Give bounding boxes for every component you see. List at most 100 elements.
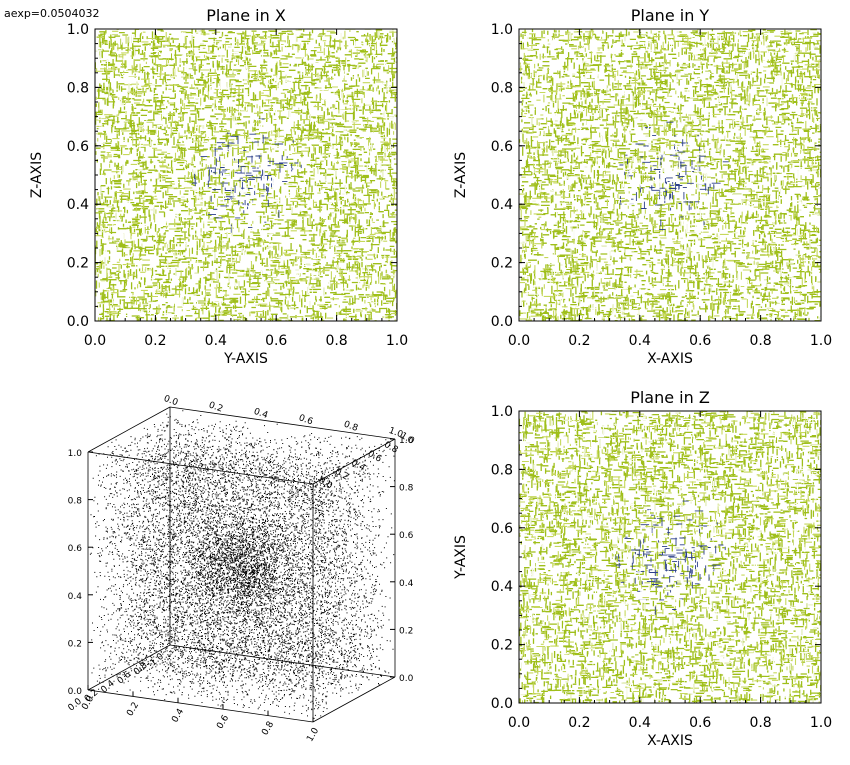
x-tick-label: 0.8 (749, 333, 771, 349)
x-tick-label: 0.4 (205, 333, 227, 349)
plane-in-z-panel: 0.0 0.2 0.4 0.6 0.8 1.0 0.0 0.2 0.4 0.6 0.8 1.0 Plan… (453, 388, 832, 749)
mesh-strokes-secondary (95, 29, 397, 321)
y-tick-label-top: 0.8 (382, 440, 400, 456)
mesh-strokes-secondary (519, 29, 821, 321)
x-axis-label: X-AXIS (647, 733, 693, 749)
x-tick-label: 0.6 (265, 333, 287, 349)
z-tick-label: 0.2 (68, 639, 82, 649)
plane-in-x-panel: 0.0 0.2 0.4 0.6 0.8 1.0 0.0 0.2 0.4 0.6 0.8 1.0 Plan… (29, 6, 408, 367)
cube-edge (169, 644, 396, 678)
x-tick-label-top: 0.4 (252, 407, 269, 421)
y-tick-label-top: 0.0 (317, 476, 335, 492)
y-tick-label: 0.6 (491, 139, 513, 155)
x-tick-label: 0.8 (749, 715, 771, 731)
mesh-gaps (519, 29, 821, 321)
z-tick-label: 0.8 (68, 497, 83, 507)
z-tick-label: 1.0 (68, 449, 83, 459)
aexp-label: aexp=0.0504032 (4, 7, 100, 20)
x-tick-label: 0.2 (125, 701, 141, 718)
mesh-gaps (519, 411, 821, 703)
x-tick-label-top: 0.6 (297, 413, 314, 427)
x-tick-label: 0.2 (568, 715, 590, 731)
y-tick-label: 0.8 (491, 462, 513, 478)
y-tick-label: 1.0 (67, 22, 89, 38)
y-axis-label: Z-AXIS (453, 152, 469, 198)
y-tick-label: 0.8 (491, 80, 513, 96)
z-tick-label: 0.4 (68, 592, 83, 602)
particle-cube-panel: 0.00.00.20.20.40.40.60.60.80.81.01.00.00… (67, 394, 417, 744)
cube-edge (312, 676, 396, 723)
y-tick-label: 0.4 (491, 579, 513, 595)
y-tick-label: 0.2 (491, 638, 513, 654)
x-tick-label-top: 0.8 (342, 420, 359, 434)
x-tick-label: 0.6 (215, 713, 231, 731)
cube-edge (87, 644, 171, 691)
y-tick-label-top: 0.4 (349, 458, 367, 474)
mesh-gaps (95, 29, 397, 321)
x-axis-label: X-AXIS (647, 351, 693, 367)
x-tick-label: 0.2 (144, 333, 166, 349)
y-tick-label: 0.6 (116, 669, 134, 686)
x-tick-label-top: 1.0 (387, 426, 404, 440)
plane-in-y-panel: 0.0 0.2 0.4 0.6 0.8 1.0 0.0 0.2 0.4 0.6 0.8 1.0 Plan… (453, 6, 832, 367)
y-tick-label: 0.2 (491, 256, 513, 272)
y-tick-label: 0.0 (67, 314, 89, 330)
y-tick-label: 1.0 (491, 404, 513, 420)
particle-points (89, 410, 395, 719)
y-tick-label: 0.6 (67, 139, 89, 155)
x-tick-label: 0.8 (260, 720, 276, 738)
y-tick-label-top: 0.2 (333, 467, 350, 483)
y-tick-label: 0.2 (67, 256, 89, 272)
density-mesh (519, 411, 821, 703)
z-tick-label: 0.6 (68, 544, 83, 554)
z-tick-label: 0.0 (68, 687, 83, 697)
y-axis-label: Z-AXIS (29, 152, 45, 198)
y-tick-label-top: 0.6 (366, 449, 384, 465)
cube-edge (87, 406, 171, 453)
chart-title: Plane in X (206, 6, 286, 25)
x-tick-label: 0.6 (689, 715, 711, 731)
cube-edge (312, 438, 396, 485)
x-tick-label: 0.4 (629, 715, 651, 731)
x-tick-label: 0.2 (568, 333, 590, 349)
y-tick-label: 0.8 (132, 660, 150, 677)
y-tick-label: 0.4 (67, 197, 89, 213)
x-tick-label: 0.8 (325, 333, 347, 349)
x-tick-label: 0.4 (170, 707, 186, 725)
x-tick-label: 0.0 (84, 333, 106, 349)
density-mesh (519, 29, 821, 321)
z-tick-label-back: 0.8 (399, 484, 414, 494)
y-tick-label: 1.0 (491, 22, 513, 38)
x-tick-label-top: 0.2 (207, 400, 224, 414)
x-tick-label: 0.0 (508, 333, 530, 349)
y-tick-label: 0.0 (491, 314, 513, 330)
z-tick-label-back: 0.4 (399, 579, 414, 589)
z-tick-label-back: 0.6 (399, 531, 414, 541)
cube-edge (169, 406, 396, 440)
chart-title: Plane in Z (630, 388, 710, 407)
z-tick-label-back: 0.0 (399, 674, 414, 684)
x-tick-label: 1.0 (386, 333, 408, 349)
chart-title: Plane in Y (631, 6, 710, 25)
x-tick-label: 1.0 (810, 333, 832, 349)
x-tick-label: 1.0 (305, 726, 321, 744)
z-tick-label-back: 0.2 (399, 626, 413, 636)
y-tick-label: 0.4 (491, 197, 513, 213)
mesh-strokes-primary (519, 29, 821, 321)
y-tick-label: 0.8 (67, 80, 89, 96)
y-tick-label: 0.0 (491, 696, 513, 712)
x-tick-label: 0.6 (689, 333, 711, 349)
cube-edge (87, 451, 314, 485)
y-tick-label: 0.6 (491, 521, 513, 537)
x-tick-label: 1.0 (810, 715, 832, 731)
x-tick-label: 0.0 (508, 715, 530, 731)
y-tick-label: 1.0 (149, 651, 167, 668)
z-tick-label-back: 1.0 (399, 436, 414, 446)
y-tick-label: 0.0 (67, 696, 85, 713)
x-tick-label: 0.4 (629, 333, 651, 349)
x-tick-label-top: 0.0 (162, 394, 179, 408)
cube-edge (87, 689, 314, 723)
density-mesh (95, 29, 397, 321)
y-axis-label: Y-AXIS (453, 535, 469, 580)
